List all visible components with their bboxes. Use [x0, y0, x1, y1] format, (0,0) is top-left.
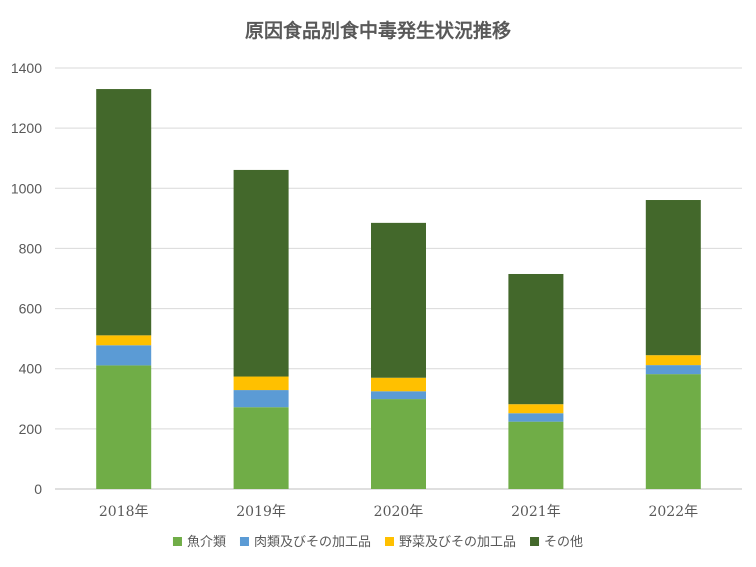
y-tick-label: 600: [19, 301, 43, 317]
bar-segment: [96, 365, 152, 489]
bar-segment: [645, 365, 701, 375]
x-tick-label: 2020年: [374, 504, 424, 520]
bar-segment: [645, 355, 701, 366]
bar-segment: [371, 377, 426, 392]
bar-segment: [233, 390, 289, 408]
legend-item: 肉類及びその加工品: [239, 535, 371, 550]
x-tick-label: 2022年: [648, 504, 698, 520]
bar-segment: [508, 404, 564, 414]
x-tick-label: 2018年: [99, 504, 149, 520]
bar-segment: [233, 407, 289, 489]
legend-swatch: [530, 537, 540, 546]
bar-segment: [96, 89, 152, 336]
legend-label: その他: [544, 535, 583, 550]
legend-item: その他: [530, 535, 583, 550]
legend-label: 魚介類: [187, 535, 226, 550]
y-tick-label: 800: [19, 240, 43, 256]
bar-segment: [508, 421, 564, 489]
legend-swatch: [172, 537, 182, 546]
bar-segment: [96, 335, 152, 346]
legend-swatch: [385, 537, 394, 546]
y-axis-ticks: 0 200 400 600 800 1000 1200 1400: [11, 60, 42, 497]
bar-segment: [645, 374, 701, 489]
bar-segment: [508, 413, 564, 422]
bar-segment: [371, 399, 426, 489]
y-tick-label: 1200: [11, 120, 42, 136]
y-tick-label: 200: [19, 421, 43, 437]
legend: 魚介類 肉類及びその加工品 野菜及びその加工品 その他: [172, 535, 583, 550]
chart-title: 原因食品別食中毒発生状況推移: [245, 19, 511, 42]
y-tick-label: 1000: [11, 180, 42, 196]
bar-segment: [371, 391, 426, 400]
legend-item: 野菜及びその加工品: [385, 535, 516, 550]
bar-segment: [508, 273, 564, 405]
bar-segment: [96, 345, 152, 366]
y-tick-label: 0: [34, 481, 42, 497]
bar-segment: [233, 169, 289, 377]
y-tick-label: 1400: [11, 60, 42, 76]
legend-item: 魚介類: [172, 535, 226, 550]
legend-label: 野菜及びその加工品: [399, 535, 516, 550]
x-tick-label: 2019年: [236, 504, 286, 520]
bars: [96, 89, 701, 489]
bar-segment: [371, 222, 426, 378]
x-axis-ticks: 2018年 2019年 2020年 2021年 2022年: [99, 504, 698, 520]
bar-segment: [233, 376, 289, 391]
y-tick-label: 400: [19, 361, 43, 377]
x-tick-label: 2021年: [511, 504, 561, 520]
legend-label: 肉類及びその加工品: [254, 535, 371, 550]
legend-swatch: [239, 537, 249, 546]
bar-segment: [645, 200, 701, 356]
